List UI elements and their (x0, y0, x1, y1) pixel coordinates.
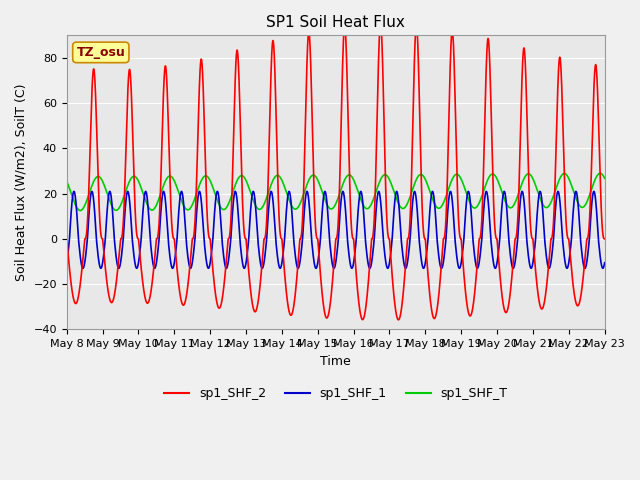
sp1_SHF_2 (456, 235, 464, 241)
sp1_SHF_2 (159, 92, 167, 98)
sp1_SHF_T (76, 208, 84, 214)
sp1_SHF_2 (600, 236, 608, 241)
sp1_SHF_T (160, 182, 168, 188)
sp1_SHF_T (456, 174, 464, 180)
sp1_SHF_2 (316, 259, 323, 264)
Legend: sp1_SHF_2, sp1_SHF_1, sp1_SHF_T: sp1_SHF_2, sp1_SHF_1, sp1_SHF_T (159, 383, 513, 406)
sp1_SHF_1 (384, 265, 392, 271)
Line: sp1_SHF_T: sp1_SHF_T (67, 173, 605, 211)
sp1_SHF_1 (600, 263, 608, 268)
sp1_SHF_T (600, 174, 608, 180)
sp1_SHF_T (596, 170, 604, 176)
Title: SP1 Soil Heat Flux: SP1 Soil Heat Flux (266, 15, 405, 30)
sp1_SHF_1 (393, 189, 401, 194)
sp1_SHF_T (427, 190, 435, 196)
X-axis label: Time: Time (321, 355, 351, 368)
sp1_SHF_1 (487, 236, 495, 242)
sp1_SHF_2 (376, 21, 384, 26)
sp1_SHF_2 (395, 317, 403, 323)
sp1_SHF_1 (316, 246, 323, 252)
Line: sp1_SHF_1: sp1_SHF_1 (67, 192, 605, 268)
sp1_SHF_1 (63, 260, 70, 265)
Text: TZ_osu: TZ_osu (76, 46, 125, 59)
sp1_SHF_2 (63, 236, 70, 242)
sp1_SHF_T (63, 179, 70, 184)
sp1_SHF_T (316, 181, 323, 187)
Line: sp1_SHF_2: sp1_SHF_2 (67, 24, 605, 320)
sp1_SHF_2 (427, 299, 435, 305)
Y-axis label: Soil Heat Flux (W/m2), SoilT (C): Soil Heat Flux (W/m2), SoilT (C) (15, 84, 28, 281)
sp1_SHF_1 (427, 200, 435, 205)
sp1_SHF_2 (601, 236, 609, 242)
sp1_SHF_T (601, 175, 609, 181)
sp1_SHF_1 (601, 260, 609, 265)
sp1_SHF_1 (159, 189, 167, 194)
sp1_SHF_2 (487, 96, 495, 101)
sp1_SHF_T (487, 172, 495, 178)
sp1_SHF_1 (456, 264, 464, 270)
